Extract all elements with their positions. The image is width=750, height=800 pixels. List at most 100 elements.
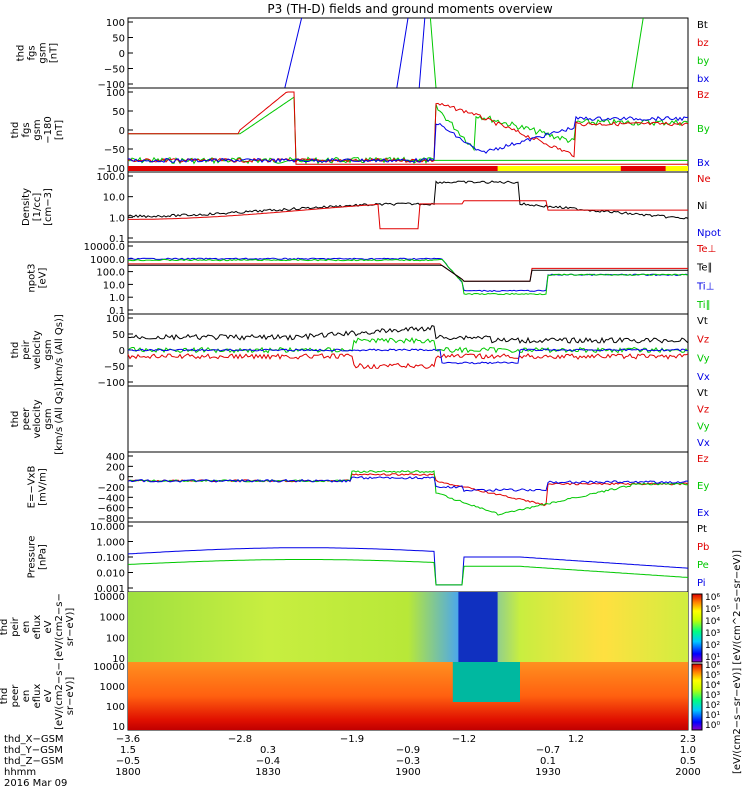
xaxis-tick-label: −3.6 [116, 734, 140, 745]
xaxis-tick-label: −2.8 [228, 734, 252, 745]
panel-ylabel: gsm [43, 408, 54, 429]
legend-Ey: Ey [697, 481, 709, 492]
panel-ylabel: Pressure [27, 536, 38, 579]
ytick-label: −50 [104, 362, 125, 373]
panel-ylabel: [cm−3] [43, 188, 54, 226]
ytick-label: 100 [106, 633, 125, 644]
xaxis-row-label: thd_Y−GSM [4, 745, 63, 756]
xaxis-tick-label: −1.9 [340, 734, 364, 745]
legend-Pt: Pt [697, 524, 707, 535]
panel-ylabel: velocity [32, 399, 43, 438]
pe-trace [128, 559, 689, 586]
legend-Pi: Pi [697, 578, 706, 589]
panel-ylabel: Density [21, 188, 32, 226]
panel-ylabel: E=−VxB [27, 466, 38, 509]
colorbar-tick: 10³ [705, 629, 720, 639]
legend-Vx: Vx [697, 372, 710, 383]
xaxis-tick-label: −0.3 [396, 756, 420, 767]
colorbar-upper [691, 593, 703, 663]
xaxis-tick-label: 1.2 [568, 734, 584, 745]
panel-ylabel: fgs [27, 45, 38, 60]
ytick-label: 0.100 [96, 553, 125, 564]
panel-4: npot3 [eV] 10000.0 1000.0 100.010.0 1.0 0.1 Te⊥… [27, 241, 716, 317]
panel-1: thd fgs gsm [nT] 100 50 0 −50 −100 Bt bz by bx [16, 17, 709, 91]
legend-Ti⊥: Ti⊥ [696, 281, 714, 292]
panel-ylabel: eV [43, 689, 54, 702]
colorbar-tick: 10⁴ [705, 617, 720, 627]
te2-trace [128, 264, 688, 282]
xaxis-tick-label: 1830 [255, 767, 280, 778]
panel-ylabel: [nPa] [38, 544, 49, 570]
xaxis-tick-label: 1930 [535, 767, 560, 778]
ytick-label: 100 [106, 18, 125, 29]
legend-Ex: Ex [697, 508, 709, 519]
ytick-label: 1000.0 [90, 255, 125, 266]
colorbar-tick: 10⁵ [705, 671, 720, 681]
ytick-label: 0.1 [109, 306, 125, 317]
xaxis-tick-label: 0.5 [680, 756, 696, 767]
ytick-label: 10.000 [90, 522, 125, 533]
panel-ylabel: velocity [32, 330, 43, 369]
legend-Pe: Pe [697, 560, 709, 571]
legend-Ne: Ne [697, 174, 711, 185]
legend-Npot: Npot [697, 228, 721, 239]
ytick-label: −100 [98, 378, 125, 389]
bz-trace-2 [127, 102, 689, 163]
panel-frame [127, 241, 689, 315]
ytick-label: 0 [119, 473, 125, 484]
vt-trace [127, 324, 689, 344]
ytick-label: 50 [112, 34, 125, 45]
panel-8: Pressure [nPa] 10.000 1.000 0.100 0.010 0.001 P… [27, 521, 709, 595]
legend-Bz: Bz [697, 90, 709, 101]
panel-ylabel: eV [43, 620, 54, 633]
panel-frame [127, 17, 689, 89]
panel-ylabel: peir [10, 616, 21, 636]
panel-ylabel: [eV] [38, 268, 49, 289]
panel-ylabel: eflux [32, 684, 43, 709]
ytick-label: 50 [112, 107, 125, 118]
colorbar-lower [691, 663, 703, 731]
ytick-label: 100.0 [96, 172, 125, 183]
panel-ylabel: sr−eV)] [65, 677, 76, 716]
by-trace [429, 17, 437, 89]
electron-spectrogram-gap [452, 662, 520, 702]
panel-ylabel: en [21, 690, 32, 703]
legend-Pb: Pb [697, 542, 709, 553]
panel-ylabel: peer [10, 684, 21, 708]
legend-Vt: Vt [697, 316, 708, 327]
panel-ylabel: npot3 [27, 263, 38, 292]
panel-6: thd peer velocity gsm [km/s (All Qs)] Vt Vz Vy V… [10, 383, 710, 455]
ytick-label: 100 [106, 702, 125, 713]
panel-ylabel: [eV/(cm2−s− [54, 662, 65, 730]
panel-ylabel: [eV/(cm2−s− [54, 593, 65, 661]
panel-ylabel: thd [0, 688, 10, 705]
ne-trace [128, 200, 688, 230]
panel-ylabel: thd [16, 45, 27, 62]
xaxis-tick-label: −0.5 [116, 756, 140, 767]
panel-ylabel: peir [21, 339, 32, 359]
panel-ylabel: peer [21, 407, 32, 431]
legend-Ez: Ez [697, 454, 709, 465]
xaxis-tick-label: −0.7 [536, 745, 560, 756]
panel-ylabel: gsm [43, 339, 54, 360]
b-trace [284, 17, 303, 89]
ytick-label: 10000 [93, 592, 125, 603]
legend-Te∥: Te∥ [696, 263, 713, 274]
legend-Vx: Vx [697, 438, 710, 449]
colorbar-tick: 10⁶ [705, 661, 720, 671]
ytick-label: 0 [119, 126, 125, 137]
vz-trace [127, 353, 689, 370]
legend-Vy: Vy [697, 353, 710, 364]
panel-ylabel: eflux [32, 615, 43, 640]
by-trace [128, 96, 688, 161]
vy-trace [127, 336, 689, 354]
ytick-label: 1.000 [96, 538, 125, 549]
panel-3: Density [1/cc] [cm−3] 100.0 10.0 1.0 0.1 Ne Ni Np… [21, 171, 721, 245]
legend-bx: bx [697, 74, 709, 85]
xaxis-tick-label: 1900 [395, 767, 420, 778]
ytick-label: 0.010 [96, 569, 125, 580]
xaxis-tick-label: 2.3 [680, 734, 696, 745]
xaxis-tick-label: 1.0 [680, 745, 696, 756]
colorbar-tick: 10⁴ [705, 681, 720, 691]
xaxis-tick-label: −1.2 [452, 734, 476, 745]
